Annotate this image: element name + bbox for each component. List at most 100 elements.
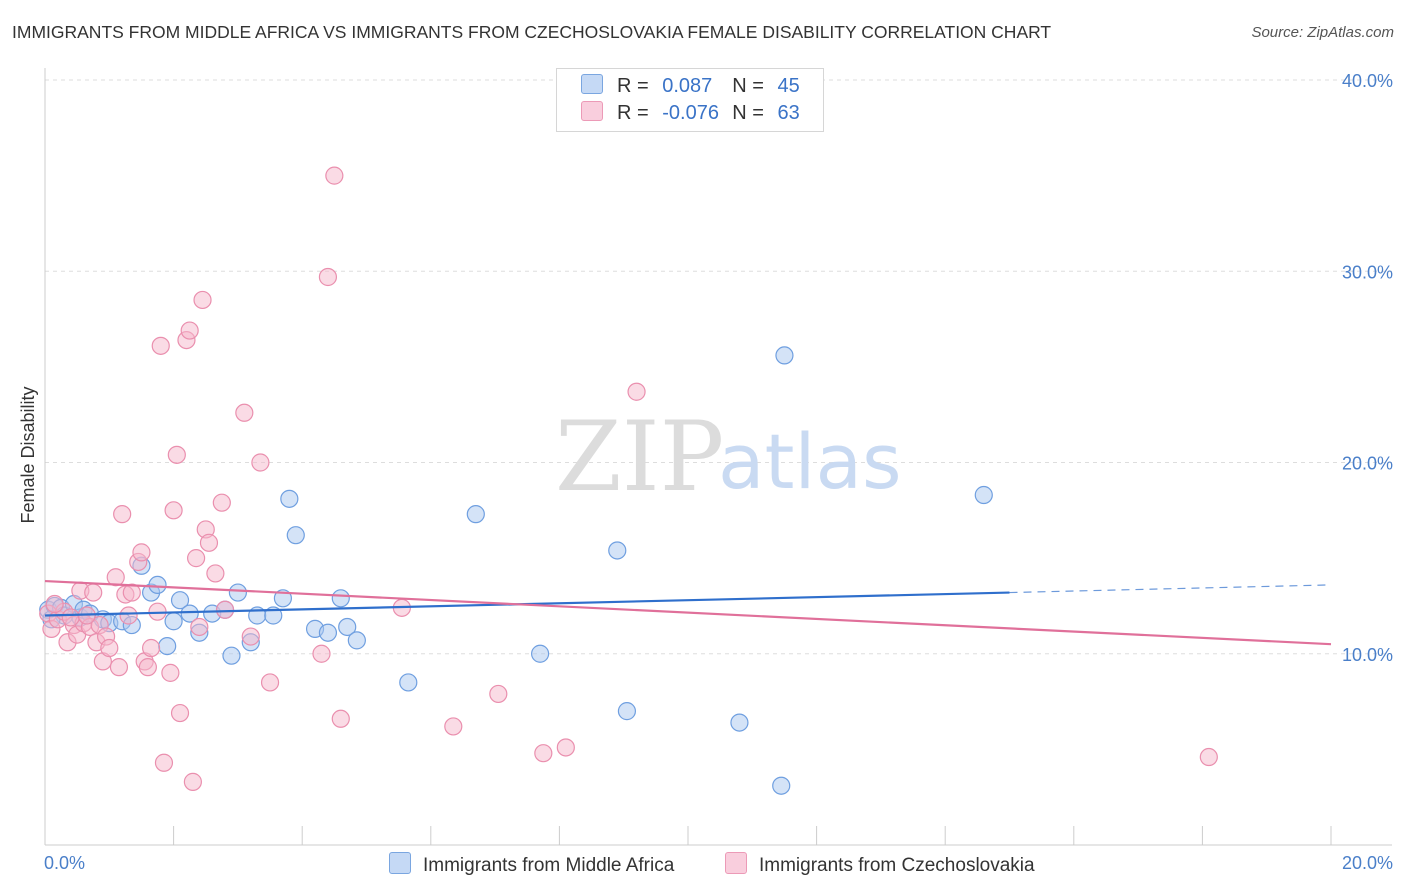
point-czechoslovakia bbox=[251, 453, 270, 472]
point-middle-africa bbox=[280, 489, 299, 508]
legend-n-value: 63 bbox=[777, 102, 800, 124]
point-middle-africa bbox=[399, 673, 418, 692]
point-middle-africa bbox=[286, 526, 305, 545]
point-middle-africa bbox=[164, 612, 183, 631]
legend-row-middle-africa: R = 0.087 N = 45 bbox=[581, 74, 800, 100]
bottom-legend-middle-africa: Immigrants from Middle Africa bbox=[389, 852, 674, 877]
point-czechoslovakia bbox=[141, 638, 161, 658]
legend-row-czechoslovakia: R = -0.076 N = 63 bbox=[581, 101, 800, 127]
grid-lines bbox=[45, 79, 1392, 655]
bottom-legend-label: Immigrants from Czechoslovakia bbox=[759, 855, 1035, 876]
point-middle-africa bbox=[180, 604, 199, 623]
legend-r-label: R = bbox=[617, 102, 649, 124]
point-czechoslovakia bbox=[331, 709, 350, 728]
point-czechoslovakia bbox=[215, 600, 235, 619]
point-middle-africa bbox=[466, 505, 485, 524]
legend-n-label: N = bbox=[732, 75, 764, 97]
point-czechoslovakia bbox=[534, 744, 553, 763]
axes bbox=[44, 68, 1392, 846]
point-czechoslovakia bbox=[84, 583, 103, 602]
point-czechoslovakia bbox=[119, 606, 138, 625]
point-middle-africa bbox=[730, 713, 749, 732]
point-czechoslovakia bbox=[138, 658, 157, 677]
point-czechoslovakia bbox=[100, 638, 119, 658]
legend-n-value: 45 bbox=[777, 75, 800, 97]
point-middle-africa bbox=[158, 636, 177, 656]
point-middle-africa bbox=[170, 591, 190, 610]
point-czechoslovakia bbox=[260, 673, 280, 692]
legend-swatch-pink bbox=[581, 101, 603, 121]
point-czechoslovakia bbox=[444, 717, 463, 736]
legend-swatch-blue bbox=[581, 74, 603, 94]
point-czechoslovakia bbox=[180, 321, 199, 340]
point-czechoslovakia bbox=[241, 627, 260, 646]
legend-n-label: N = bbox=[732, 102, 764, 124]
point-czechoslovakia bbox=[132, 543, 151, 562]
x-tick-label: 20.0% bbox=[1342, 853, 1393, 873]
point-czechoslovakia bbox=[199, 533, 219, 552]
tick-labels: 10.0% 20.0% 30.0% 40.0% 0.0% 20.0% bbox=[44, 71, 1393, 873]
point-middle-africa bbox=[148, 575, 167, 595]
point-middle-africa bbox=[222, 646, 241, 665]
legend-r-value: -0.076 bbox=[662, 102, 719, 124]
point-czechoslovakia bbox=[170, 703, 190, 723]
point-czechoslovakia bbox=[106, 568, 125, 587]
legend-r-value: 0.087 bbox=[662, 75, 713, 97]
y-tick-label: 30.0% bbox=[1342, 262, 1393, 282]
point-czechoslovakia bbox=[190, 617, 209, 637]
point-czechoslovakia bbox=[151, 336, 170, 355]
point-czechoslovakia bbox=[109, 658, 129, 677]
point-czechoslovakia bbox=[627, 382, 646, 401]
trend-line-middle-africa-extension bbox=[1009, 584, 1332, 594]
bottom-legend-swatch-blue bbox=[389, 852, 411, 874]
bottom-legend-swatch-pink bbox=[725, 852, 747, 874]
point-czechoslovakia bbox=[318, 267, 338, 287]
watermark: ZIP atlas bbox=[555, 401, 902, 513]
chart-title: IMMIGRANTS FROM MIDDLE AFRICA VS IMMIGRA… bbox=[12, 22, 1052, 42]
point-czechoslovakia bbox=[122, 583, 141, 602]
watermark-atlas: atlas bbox=[718, 417, 902, 506]
point-czechoslovakia bbox=[193, 290, 212, 310]
point-czechoslovakia bbox=[183, 772, 202, 791]
point-czechoslovakia bbox=[154, 753, 174, 772]
point-czechoslovakia bbox=[167, 445, 186, 464]
point-middle-africa bbox=[228, 583, 247, 602]
point-czechoslovakia bbox=[113, 505, 132, 524]
watermark-zip: ZIP bbox=[555, 401, 724, 513]
data-points bbox=[39, 166, 1218, 795]
point-czechoslovakia bbox=[556, 738, 575, 757]
y-tick-label: 10.0% bbox=[1342, 645, 1393, 665]
point-czechoslovakia bbox=[235, 403, 254, 422]
point-middle-africa bbox=[338, 617, 357, 637]
point-middle-africa bbox=[531, 644, 550, 663]
point-czechoslovakia bbox=[325, 166, 344, 185]
point-czechoslovakia bbox=[161, 663, 180, 682]
bottom-legend-label: Immigrants from Middle Africa bbox=[423, 855, 675, 876]
point-middle-africa bbox=[608, 541, 627, 560]
y-tick-label: 40.0% bbox=[1342, 71, 1393, 91]
point-middle-africa bbox=[318, 623, 338, 642]
point-czechoslovakia bbox=[489, 684, 508, 704]
point-czechoslovakia bbox=[206, 564, 225, 583]
point-czechoslovakia bbox=[61, 608, 80, 627]
point-middle-africa bbox=[775, 346, 794, 365]
y-tick-label: 20.0% bbox=[1342, 454, 1393, 474]
point-czechoslovakia bbox=[212, 493, 231, 512]
point-middle-africa bbox=[772, 776, 791, 795]
x-tick-label: 0.0% bbox=[44, 853, 85, 873]
point-czechoslovakia bbox=[45, 594, 64, 614]
point-czechoslovakia bbox=[1199, 747, 1218, 767]
correlation-legend: R = 0.087 N = 45 R = -0.076 N = 63 bbox=[556, 68, 824, 132]
y-axis-label: Female Disability bbox=[18, 386, 38, 523]
source-label: Source: ZipAtlas.com bbox=[1251, 24, 1394, 41]
point-middle-africa bbox=[617, 702, 637, 721]
point-middle-africa bbox=[331, 589, 350, 608]
point-czechoslovakia bbox=[187, 549, 206, 568]
legend-r-label: R = bbox=[617, 75, 649, 97]
point-czechoslovakia bbox=[164, 501, 183, 520]
point-czechoslovakia bbox=[312, 644, 331, 663]
bottom-legend-czechoslovakia: Immigrants from Czechoslovakia bbox=[725, 852, 1035, 877]
trend-line-czechoslovakia bbox=[44, 579, 1332, 646]
trend-lines bbox=[44, 579, 1332, 646]
